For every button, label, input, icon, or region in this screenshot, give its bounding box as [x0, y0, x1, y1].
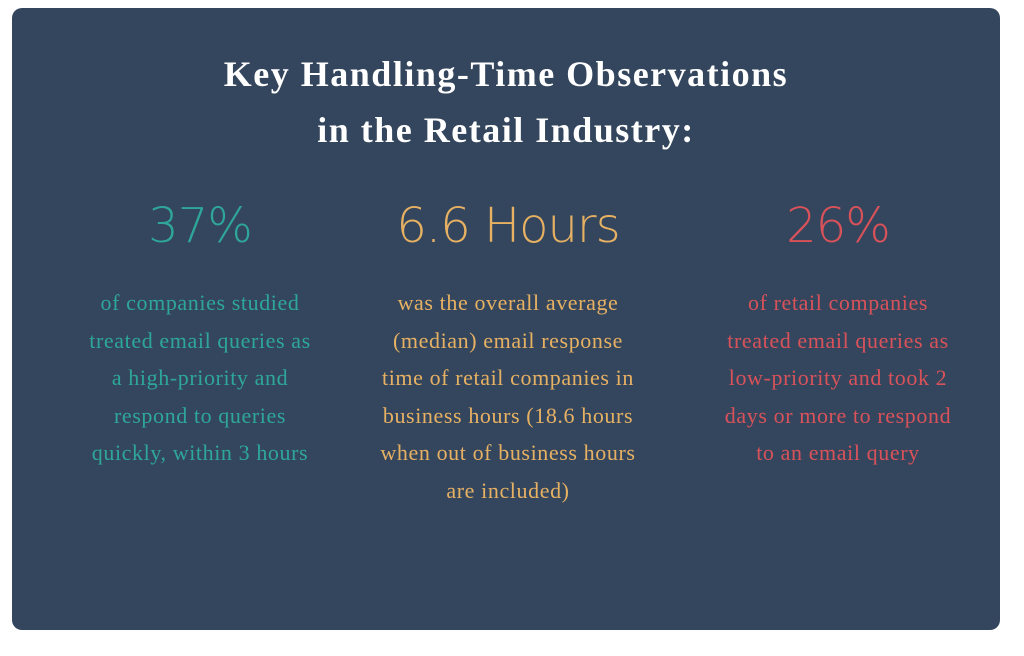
title: Key Handling-Time Observations in the Re… [12, 46, 1000, 158]
stat: 6.6 Hours was the overall average (media… [368, 196, 648, 509]
stat-description: was the overall average (median) email r… [380, 290, 636, 503]
stat: 37% of companies studied treated email q… [70, 196, 330, 472]
title-line: Key Handling-Time Observations [223, 54, 789, 94]
stat: 26% of retail companies treated email qu… [708, 196, 968, 472]
stat-headline: 26% [786, 198, 891, 254]
card: Key Handling-Time Observations in the Re… [12, 8, 1000, 630]
title-line: in the Retail Industry: [317, 110, 695, 150]
stat-headline: 6.6 Hours [396, 198, 620, 254]
stat-description: of companies studied treated email queri… [89, 290, 311, 465]
stat-description: of retail companies treated email querie… [724, 290, 952, 465]
stat-headline: 37% [148, 198, 253, 254]
